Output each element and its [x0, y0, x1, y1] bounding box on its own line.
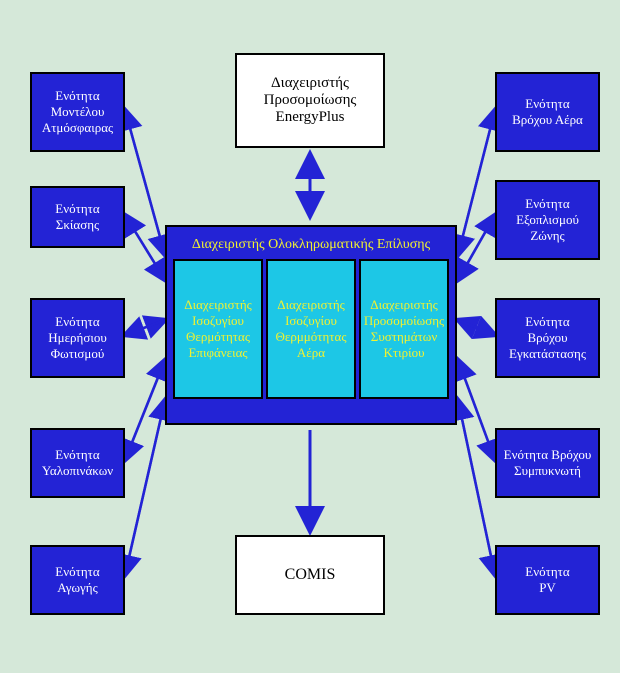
- center-title: Διαχειριστής Ολοκληρωματικής Επίλυσης: [167, 227, 455, 259]
- label: Διαχειριστής: [277, 297, 345, 313]
- node-right-3: Ενότητα Βρόχου Συμπυκνωτή: [495, 428, 600, 498]
- label: Αέρα: [297, 345, 325, 361]
- label: Ενότητα: [55, 447, 99, 463]
- label: Επιφάνειας: [188, 345, 247, 361]
- node-right-4: Ενότητα PV: [495, 545, 600, 615]
- label: Θερμμότητας: [276, 329, 347, 345]
- label: Ημερήσιου: [48, 330, 107, 346]
- node-left-4: Ενότητα Αγωγής: [30, 545, 125, 615]
- label: Ενότητα: [55, 201, 99, 217]
- label: Εγκατάστασης: [509, 346, 586, 362]
- node-right-2: Ενότητα Βρόχου Εγκατάστασης: [495, 298, 600, 378]
- label: Ενότητα: [55, 564, 99, 580]
- label: Βρόχου Αέρα: [512, 112, 583, 128]
- label: Ισοζυγίου: [192, 313, 244, 329]
- center-container: Διαχειριστής Ολοκληρωματικής Επίλυσης Δι…: [165, 225, 457, 425]
- label: PV: [539, 580, 556, 596]
- label: Ατμόσφαιρας: [42, 120, 113, 136]
- label: Μοντέλου: [51, 104, 105, 120]
- label: Προσομοίωσης: [264, 92, 357, 109]
- node-sub2: Διαχειριστής Ισοζυγίου Θερμμότητας Αέρα: [266, 259, 356, 399]
- label: EnergyPlus: [276, 109, 345, 126]
- label: Διαχειριστής: [271, 75, 349, 92]
- node-left-0: Ενότητα Μοντέλου Ατμόσφαιρας: [30, 72, 125, 152]
- label: Κτιρίου: [383, 345, 424, 361]
- label: Ενότητα: [525, 196, 569, 212]
- label: Βρόχου: [527, 330, 567, 346]
- label: Σκίασης: [56, 217, 99, 233]
- label: Συστημάτων: [371, 329, 437, 345]
- label: Ενότητα: [55, 88, 99, 104]
- node-left-2: Ενότητα Ημερήσιου Φωτισμού: [30, 298, 125, 378]
- label: Αγωγής: [57, 580, 98, 596]
- label: Ισοζυγίου: [285, 313, 337, 329]
- label: Ενότητα: [525, 314, 569, 330]
- label: Ζώνης: [530, 228, 564, 244]
- node-left-3: Ενότητα Υαλοπινάκων: [30, 428, 125, 498]
- node-right-0: Ενότητα Βρόχου Αέρα: [495, 72, 600, 152]
- label: Φωτισμού: [51, 346, 105, 362]
- label: COMIS: [285, 566, 336, 584]
- node-sub3: Διαχειριστής Προσομοίωσης Συστημάτων Κτι…: [359, 259, 449, 399]
- label: Ενότητα Βρόχου: [504, 447, 592, 463]
- label: Θερμότητας: [186, 329, 250, 345]
- label: Υαλοπινάκων: [42, 463, 113, 479]
- label: Συμπυκνωτή: [514, 463, 581, 479]
- label: Ενότητα: [525, 564, 569, 580]
- label: Εξοπλισμού: [516, 212, 579, 228]
- node-bottom-comis: COMIS: [235, 535, 385, 615]
- label: Προσομοίωσης: [364, 313, 444, 329]
- node-right-1: Ενότητα Εξοπλισμού Ζώνης: [495, 180, 600, 260]
- label: Ενότητα: [55, 314, 99, 330]
- label: Διαχειριστής: [184, 297, 252, 313]
- node-left-1: Ενότητα Σκίασης: [30, 186, 125, 248]
- label: Ενότητα: [525, 96, 569, 112]
- node-sub1: Διαχειριστής Ισοζυγίου Θερμότητας Επιφάν…: [173, 259, 263, 399]
- label: Διαχειριστής: [370, 297, 438, 313]
- node-top-manager: Διαχειριστής Προσομοίωσης EnergyPlus: [235, 53, 385, 148]
